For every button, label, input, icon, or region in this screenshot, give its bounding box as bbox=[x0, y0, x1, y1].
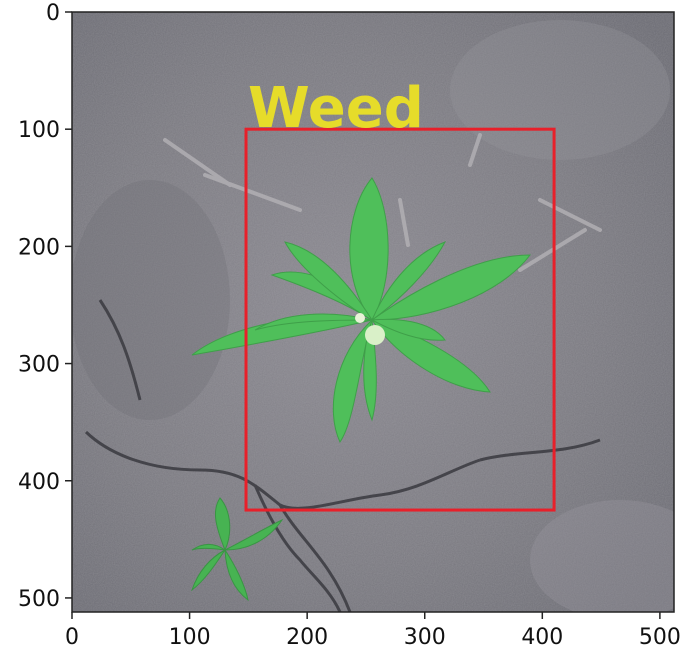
y-tick-label: 300 bbox=[18, 353, 60, 378]
y-axis: 0 100 200 300 400 500 bbox=[18, 1, 72, 612]
y-tick-label: 100 bbox=[18, 118, 60, 143]
x-tick-label: 400 bbox=[521, 625, 563, 650]
soil-cracks bbox=[84, 299, 601, 612]
weed-plant bbox=[191, 177, 532, 444]
x-tick-label: 0 bbox=[65, 625, 79, 650]
small-seedling bbox=[191, 497, 284, 602]
x-axis: 0 100 200 300 400 500 bbox=[65, 612, 681, 650]
axes-frame bbox=[71, 11, 675, 613]
straw-debris bbox=[163, 133, 602, 272]
x-tick-label: 300 bbox=[404, 625, 446, 650]
x-tick-label: 100 bbox=[169, 625, 211, 650]
detection-label: Weed bbox=[248, 76, 424, 141]
y-tick-label: 200 bbox=[18, 235, 60, 260]
x-tick-label: 500 bbox=[639, 625, 681, 650]
y-tick-label: 0 bbox=[46, 1, 60, 26]
detection-bounding-box bbox=[244, 127, 556, 512]
y-tick-label: 400 bbox=[18, 470, 60, 495]
x-tick-label: 200 bbox=[286, 625, 328, 650]
photo bbox=[72, 12, 674, 612]
y-tick-label: 500 bbox=[18, 587, 60, 612]
